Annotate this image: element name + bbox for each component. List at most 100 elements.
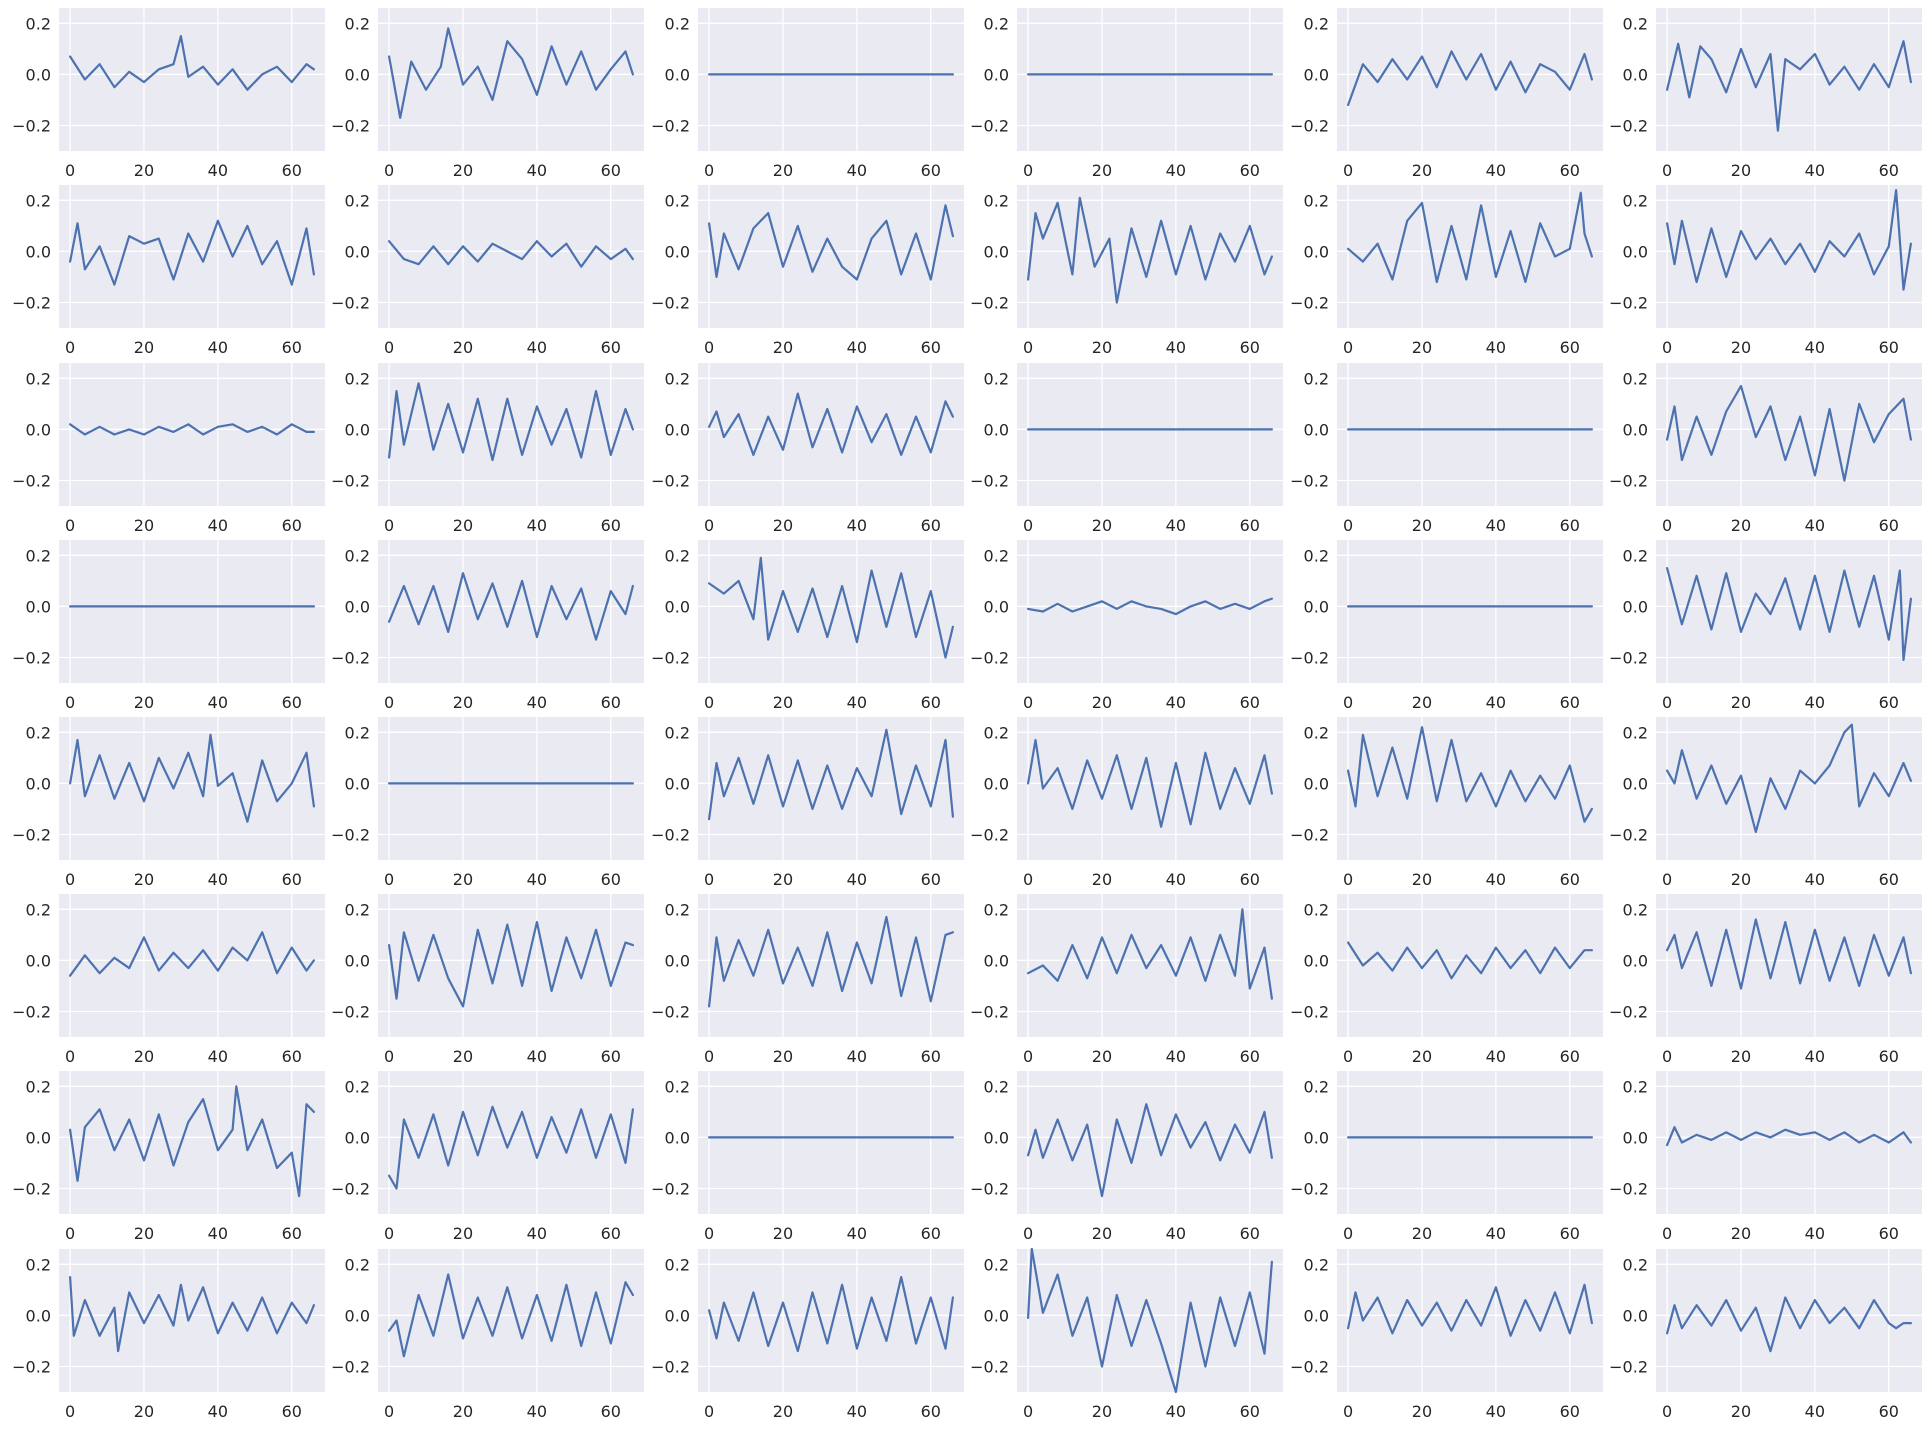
y-tick-label: 0.0 <box>345 242 370 261</box>
subplot-r1-c4: 0.2 0.0 −0.2 0 20 40 60 <box>970 8 1283 180</box>
x-tick-label: 20 <box>134 516 154 535</box>
series-line <box>388 27 635 119</box>
y-tick-label: 0.0 <box>1623 774 1648 793</box>
y-tick-label: 0.2 <box>26 14 51 33</box>
plot-area <box>59 8 325 151</box>
subplot-r3-c5: 0.2 0.0 −0.2 0 20 40 60 <box>1290 363 1603 535</box>
x-tick-label: 40 <box>847 161 867 180</box>
y-tick-label: 0.2 <box>345 1255 370 1274</box>
y-tick-label: 0.0 <box>665 420 690 439</box>
x-tick-label: 40 <box>527 693 547 712</box>
x-tick-label: 0 <box>1023 870 1033 889</box>
series-line <box>388 1273 635 1358</box>
y-tick-label: −0.2 <box>651 1179 690 1198</box>
x-tick-label: 40 <box>1486 161 1506 180</box>
y-tick-label: 0.0 <box>984 1128 1009 1147</box>
x-tick-label: 40 <box>1166 338 1186 357</box>
plot-area <box>1656 1071 1922 1214</box>
y-tick-label: 0.2 <box>26 1255 51 1274</box>
plot-area <box>1656 8 1922 151</box>
subplot-r5-c3: 0.2 0.0 −0.2 0 20 40 60 <box>651 717 964 889</box>
y-tick-label: 0.2 <box>26 369 51 388</box>
y-tick-label: −0.2 <box>1609 293 1648 312</box>
plot-area <box>59 1071 325 1214</box>
plot-area <box>1017 185 1283 328</box>
subplot-r4-c4: 0.2 0.0 −0.2 0 20 40 60 <box>970 540 1283 712</box>
plot-area <box>1656 363 1922 506</box>
y-tick-label: 0.0 <box>665 65 690 84</box>
x-tick-label: 60 <box>601 1224 621 1243</box>
y-tick-label: 0.0 <box>1623 420 1648 439</box>
y-tick-label: 0.2 <box>1623 191 1648 210</box>
x-tick-label: 20 <box>453 516 473 535</box>
x-tick-label: 40 <box>527 1224 547 1243</box>
subplot-r5-c1: 0.2 0.0 −0.2 0 20 40 60 <box>12 717 325 889</box>
x-tick-label: 0 <box>1023 161 1033 180</box>
x-tick-label: 40 <box>1805 1402 1825 1421</box>
y-tick-label: −0.2 <box>651 1002 690 1021</box>
series-line <box>707 915 955 1008</box>
plot-area <box>378 363 644 506</box>
x-tick-label: 40 <box>1486 1224 1506 1243</box>
x-tick-label: 20 <box>134 1402 154 1421</box>
x-tick-label: 40 <box>1805 338 1825 357</box>
y-tick-label: 0.2 <box>1304 14 1329 33</box>
y-tick-label: 0.0 <box>26 242 51 261</box>
subplot-r5-c5: 0.2 0.0 −0.2 0 20 40 60 <box>1290 717 1603 889</box>
x-tick-label: 20 <box>134 338 154 357</box>
y-tick-label: −0.2 <box>12 648 51 667</box>
y-tick-label: −0.2 <box>331 293 370 312</box>
y-tick-label: 0.2 <box>345 546 370 565</box>
y-tick-label: −0.2 <box>12 471 51 490</box>
y-tick-label: 0.2 <box>665 900 690 919</box>
x-tick-label: 60 <box>921 1047 941 1066</box>
y-tick-label: 0.0 <box>26 1306 51 1325</box>
subplot-r8-c4: 0.2 0.0 −0.2 0 20 40 60 <box>970 1247 1283 1421</box>
x-tick-label: 20 <box>453 1224 473 1243</box>
x-tick-label: 40 <box>208 1047 228 1066</box>
y-tick-label: 0.2 <box>984 191 1009 210</box>
subplot-r1-c6: 0.2 0.0 −0.2 0 20 40 60 <box>1609 8 1922 180</box>
subplot-r8-c3: 0.2 0.0 −0.2 0 20 40 60 <box>651 1249 964 1421</box>
y-tick-label: 0.0 <box>984 242 1009 261</box>
x-tick-label: 40 <box>1486 1047 1506 1066</box>
x-tick-label: 20 <box>1412 516 1432 535</box>
x-tick-label: 0 <box>704 516 714 535</box>
x-tick-label: 0 <box>384 693 394 712</box>
y-tick-label: −0.2 <box>651 471 690 490</box>
x-tick-label: 20 <box>134 1224 154 1243</box>
x-tick-label: 40 <box>208 1224 228 1243</box>
plot-area <box>59 540 325 683</box>
x-tick-label: 20 <box>1412 1047 1432 1066</box>
y-tick-label: −0.2 <box>331 648 370 667</box>
y-tick-label: −0.2 <box>1609 116 1648 135</box>
y-tick-label: 0.0 <box>26 597 51 616</box>
x-tick-label: 20 <box>1092 1224 1112 1243</box>
x-tick-label: 0 <box>384 161 394 180</box>
y-tick-label: 0.0 <box>26 951 51 970</box>
subplot-r1-c1: 0.2 0.0 −0.2 0 20 40 60 <box>12 8 325 180</box>
y-tick-label: 0.2 <box>665 546 690 565</box>
y-tick-label: 0.2 <box>26 723 51 742</box>
x-tick-label: 60 <box>601 161 621 180</box>
x-tick-label: 60 <box>1240 693 1260 712</box>
y-tick-label: −0.2 <box>12 1179 51 1198</box>
y-tick-label: −0.2 <box>331 1357 370 1376</box>
series-line <box>707 728 955 821</box>
plot-area <box>1337 1249 1603 1392</box>
x-tick-label: 60 <box>1240 1047 1260 1066</box>
y-tick-label: 0.2 <box>1304 1255 1329 1274</box>
y-tick-label: 0.0 <box>984 951 1009 970</box>
x-tick-label: 0 <box>1662 1402 1672 1421</box>
y-tick-label: −0.2 <box>12 116 51 135</box>
subplot-r5-c2: 0.2 0.0 −0.2 0 20 40 60 <box>331 717 644 889</box>
y-tick-label: −0.2 <box>1290 471 1329 490</box>
x-tick-label: 0 <box>384 338 394 357</box>
subplot-r5-c6: 0.2 0.0 −0.2 0 20 40 60 <box>1609 717 1922 889</box>
x-tick-label: 20 <box>773 693 793 712</box>
series-line <box>388 920 635 1008</box>
x-tick-label: 60 <box>1560 693 1580 712</box>
x-tick-label: 40 <box>208 693 228 712</box>
x-tick-label: 40 <box>527 870 547 889</box>
x-tick-label: 60 <box>1560 1224 1580 1243</box>
